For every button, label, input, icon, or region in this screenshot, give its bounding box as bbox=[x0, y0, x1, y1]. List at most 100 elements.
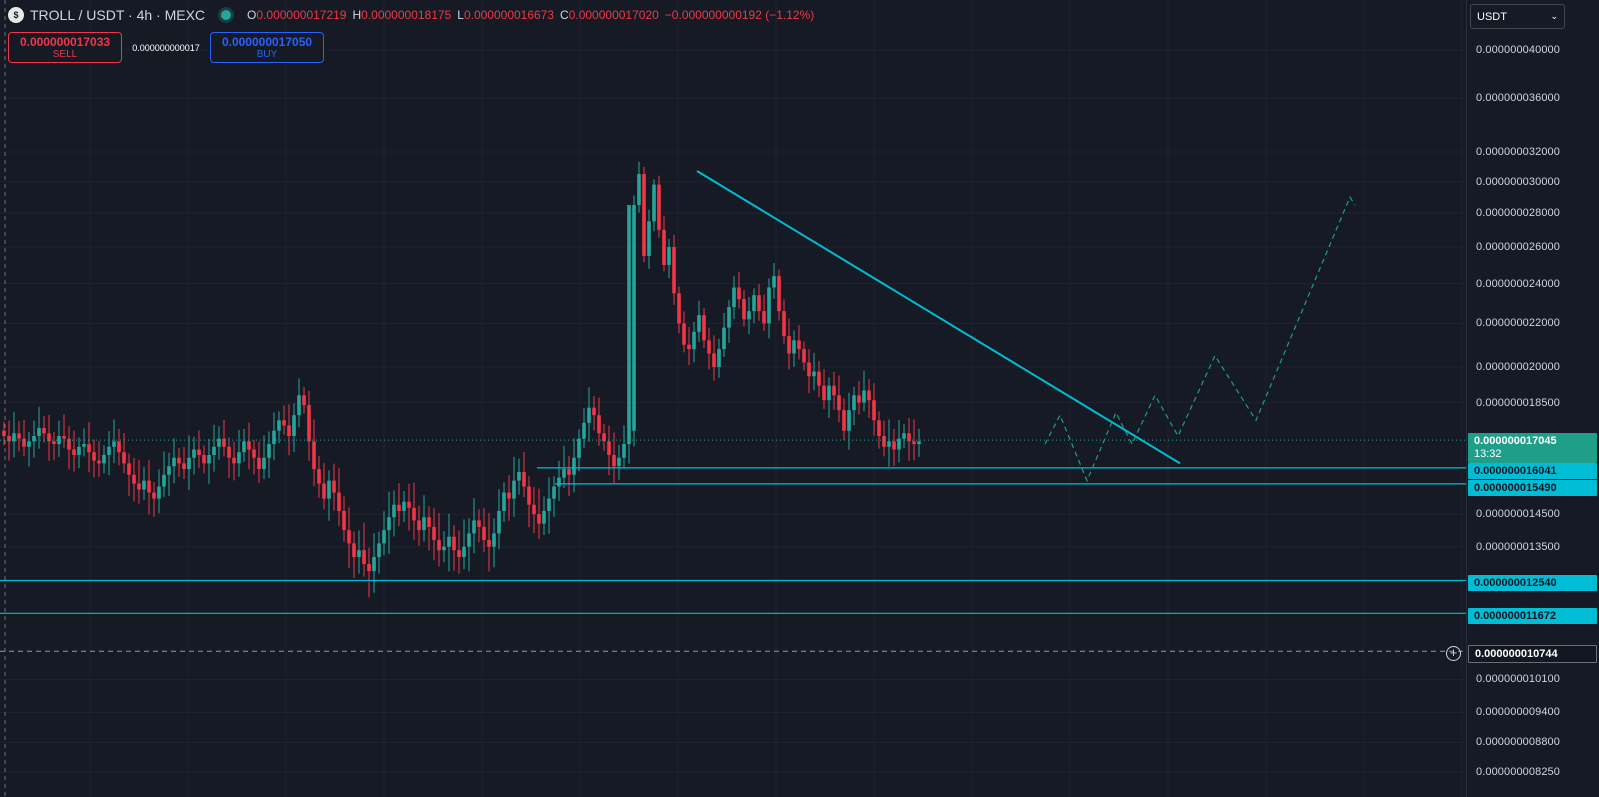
ohlc-low: L0.000000016673 bbox=[457, 8, 555, 22]
chevron-down-icon: ⌄ bbox=[1550, 11, 1558, 21]
chart-legend: $ TROLL / USDT · 4h · MEXC O0.0000000172… bbox=[8, 7, 814, 23]
ohlc-close: C0.000000017020 bbox=[560, 8, 659, 22]
candle-body bbox=[452, 536, 456, 551]
candle-body bbox=[807, 362, 811, 377]
candle-body bbox=[812, 371, 816, 377]
candle-body bbox=[902, 433, 906, 439]
price-tick-label: 0.000000020000 bbox=[1476, 361, 1560, 373]
current-price-tag: 0.000000017045 13:32 bbox=[1468, 433, 1597, 463]
candle-body bbox=[522, 471, 526, 487]
candle-body bbox=[707, 340, 711, 354]
price-tick-label: 0.000000024000 bbox=[1476, 277, 1560, 290]
buy-button[interactable]: 0.000000017050 BUY bbox=[210, 32, 324, 63]
candle-body bbox=[307, 405, 311, 442]
candle-countdown: 13:32 bbox=[1474, 448, 1502, 460]
candle-body bbox=[822, 385, 826, 401]
current-price: 0.000000017045 bbox=[1474, 435, 1557, 447]
candle-body bbox=[347, 530, 351, 544]
price-tick-label: 0.000000009400 bbox=[1476, 706, 1560, 719]
currency-select[interactable]: USDT ⌄ bbox=[1470, 4, 1565, 29]
candle-body bbox=[62, 435, 66, 439]
candle-body bbox=[22, 438, 26, 447]
horizontal-line-tag-2[interactable]: 0.000000015490 bbox=[1468, 480, 1597, 496]
candle-body bbox=[217, 438, 221, 447]
candle-body bbox=[732, 287, 736, 308]
candle-body bbox=[692, 331, 696, 350]
horizontal-line-tag-3[interactable]: 0.000000012540 bbox=[1468, 575, 1597, 591]
candle-body bbox=[497, 510, 501, 534]
candle-body bbox=[752, 295, 756, 312]
candle-body bbox=[572, 457, 576, 475]
candle-body bbox=[437, 540, 441, 551]
currency-value: USDT bbox=[1477, 10, 1507, 23]
candle-body bbox=[562, 469, 566, 478]
candle-body bbox=[612, 454, 616, 467]
candle-body bbox=[507, 492, 511, 499]
candle-body bbox=[682, 323, 686, 345]
candle-body bbox=[772, 276, 776, 288]
candle-body bbox=[382, 530, 386, 544]
horizontal-line-tag-4[interactable]: 0.000000011672 bbox=[1468, 608, 1597, 624]
ohlc-open: O0.000000017219 bbox=[247, 8, 347, 22]
candle-body bbox=[487, 540, 491, 547]
add-alert-plus-icon[interactable]: + bbox=[1446, 646, 1461, 661]
candle-body bbox=[122, 452, 126, 464]
candle-body bbox=[917, 441, 921, 445]
candle-body bbox=[167, 466, 171, 475]
candle-body bbox=[817, 371, 821, 386]
buy-price: 0.000000017050 bbox=[221, 34, 313, 49]
price-tick-label: 0.000000008250 bbox=[1476, 766, 1560, 778]
sell-price: 0.000000017033 bbox=[19, 34, 111, 49]
candle-body bbox=[412, 507, 416, 521]
candle-body bbox=[647, 221, 651, 256]
candle-body bbox=[557, 477, 561, 487]
candle-body bbox=[47, 433, 51, 442]
symbol-title[interactable]: TROLL / USDT · 4h · MEXC bbox=[30, 7, 206, 23]
candle-body bbox=[287, 425, 291, 436]
candle-body bbox=[727, 307, 731, 328]
price-tick-label: 0.000000008800 bbox=[1476, 736, 1560, 749]
candle-body bbox=[777, 276, 781, 312]
candle-body bbox=[672, 247, 676, 294]
candle-body bbox=[392, 504, 396, 518]
candle-body bbox=[312, 441, 316, 470]
candle-body bbox=[357, 550, 361, 558]
candle-body bbox=[632, 205, 636, 431]
candle-body bbox=[657, 184, 661, 230]
candle-body bbox=[7, 435, 11, 442]
candle-body bbox=[222, 438, 226, 447]
candle-body bbox=[747, 311, 751, 320]
candle-body bbox=[237, 452, 241, 464]
candle-body bbox=[117, 441, 121, 453]
candle-body bbox=[417, 520, 421, 531]
candle-body bbox=[42, 428, 46, 434]
candle-body bbox=[442, 546, 446, 551]
descending-trendline bbox=[696, 170, 1181, 465]
candle-body bbox=[792, 340, 796, 354]
candle-body bbox=[402, 501, 406, 511]
price-change: −0.000000000192 (−1.12%) bbox=[664, 8, 815, 22]
candle-body bbox=[262, 457, 266, 470]
candle-body bbox=[482, 526, 486, 541]
candle-body bbox=[187, 457, 191, 470]
ohlc-high: H0.000000018175 bbox=[352, 8, 452, 22]
candle-body bbox=[272, 430, 276, 445]
candle-body bbox=[642, 174, 646, 256]
price-axis[interactable]: 0.000000040000 0.000000036000 0.0000000320… bbox=[1466, 0, 1599, 797]
price-tick-label: 0.000000036000 bbox=[1476, 92, 1560, 105]
horizontal-line-tag-1[interactable]: 0.000000016041 bbox=[1468, 463, 1597, 479]
candle-body bbox=[542, 510, 546, 524]
chart-area[interactable]: $ TROLL / USDT · 4h · MEXC O0.0000000172… bbox=[0, 0, 1466, 797]
candle-body bbox=[17, 433, 21, 439]
candle-body bbox=[207, 454, 211, 464]
candle-body bbox=[407, 501, 411, 508]
candle-body bbox=[192, 449, 196, 458]
price-chart[interactable] bbox=[0, 0, 1466, 797]
candle-body bbox=[397, 504, 401, 511]
candle-body bbox=[292, 415, 296, 436]
candle-body bbox=[787, 336, 791, 354]
market-open-icon bbox=[221, 10, 232, 20]
candle-body bbox=[867, 390, 871, 401]
candle-body bbox=[127, 463, 131, 475]
sell-button[interactable]: 0.000000017033 SELL bbox=[8, 32, 122, 63]
